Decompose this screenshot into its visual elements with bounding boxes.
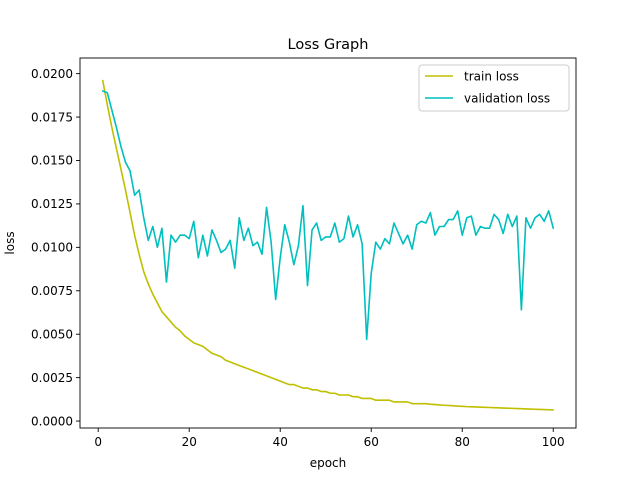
x-tick-label: 100: [542, 435, 565, 449]
x-axis-label: epoch: [310, 456, 347, 470]
x-tick-label: 20: [182, 435, 197, 449]
x-tick-label: 60: [364, 435, 379, 449]
y-tick-label: 0.0075: [31, 284, 73, 298]
y-axis-label: loss: [3, 231, 17, 254]
x-axis: 0 20 40 60 80 100: [94, 428, 565, 449]
axes-frame: [79, 57, 577, 429]
chart-title: Loss Graph: [288, 37, 369, 53]
y-tick-label: 0.0025: [31, 371, 73, 385]
series-lines: [101, 79, 555, 411]
y-tick-label: 0.0175: [31, 110, 73, 124]
y-tick-label: 0.0150: [31, 154, 73, 168]
plot-area: [79, 57, 577, 429]
y-tick-label: 0.0125: [31, 197, 73, 211]
series-line-train-loss: [101, 79, 555, 411]
legend: train loss validation loss: [418, 64, 570, 112]
legend-label-train-loss: train loss: [464, 70, 519, 84]
y-tick-label: 0.0200: [31, 67, 73, 81]
legend-label-validation-loss: validation loss: [464, 92, 550, 106]
x-tick-label: 40: [273, 435, 288, 449]
x-tick-label: 0: [94, 435, 102, 449]
legend-box: [418, 64, 570, 112]
y-tick-label: 0.0000: [31, 414, 73, 428]
y-axis: 0.0000 0.0025 0.0050 0.0075 0.0100 0.0125 0.01…: [31, 67, 80, 428]
y-tick-label: 0.0100: [31, 241, 73, 255]
y-tick-label: 0.0050: [31, 327, 73, 341]
x-tick-label: 80: [455, 435, 470, 449]
series-line-validation-loss: [101, 90, 555, 341]
